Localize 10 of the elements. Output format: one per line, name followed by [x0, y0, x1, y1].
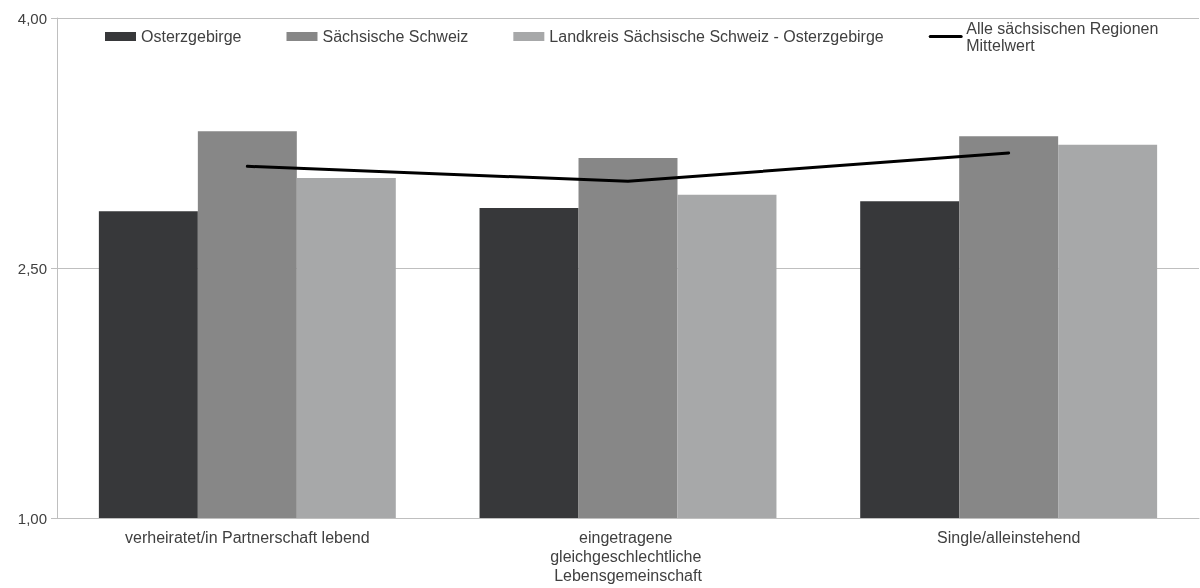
y-tick-label: 4,00	[17, 9, 47, 27]
y-tick-label: 2,50	[17, 259, 47, 277]
y-tick-label: 1,00	[17, 509, 47, 527]
x-tick-label: Single/alleinstehend	[937, 529, 1081, 546]
x-tick-label: verheiratet/in Partnerschaft lebend	[125, 529, 370, 546]
legend-label: Landkreis Sächsische Schweiz - Osterzgebirge	[549, 28, 884, 45]
legend-label: Alle sächsischen Regionen Mittelwert	[966, 19, 1163, 54]
legend-label: Sächsische Schweiz	[322, 28, 469, 45]
legend-label: Osterzgebirge	[141, 28, 242, 45]
x-tick-label: eingetragene gleichgeschlechtliche Lebensgemeinschaft	[550, 529, 706, 584]
